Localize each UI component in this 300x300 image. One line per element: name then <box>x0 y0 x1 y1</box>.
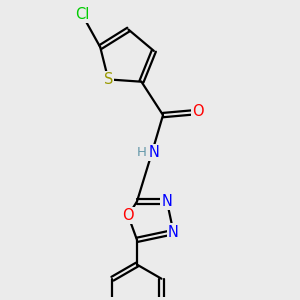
Text: S: S <box>103 72 113 87</box>
Text: N: N <box>168 225 179 240</box>
Text: O: O <box>193 104 204 119</box>
Text: O: O <box>122 208 134 223</box>
Text: N: N <box>161 194 172 209</box>
Text: Cl: Cl <box>75 7 89 22</box>
Text: N: N <box>148 145 159 160</box>
Text: H: H <box>136 146 146 159</box>
